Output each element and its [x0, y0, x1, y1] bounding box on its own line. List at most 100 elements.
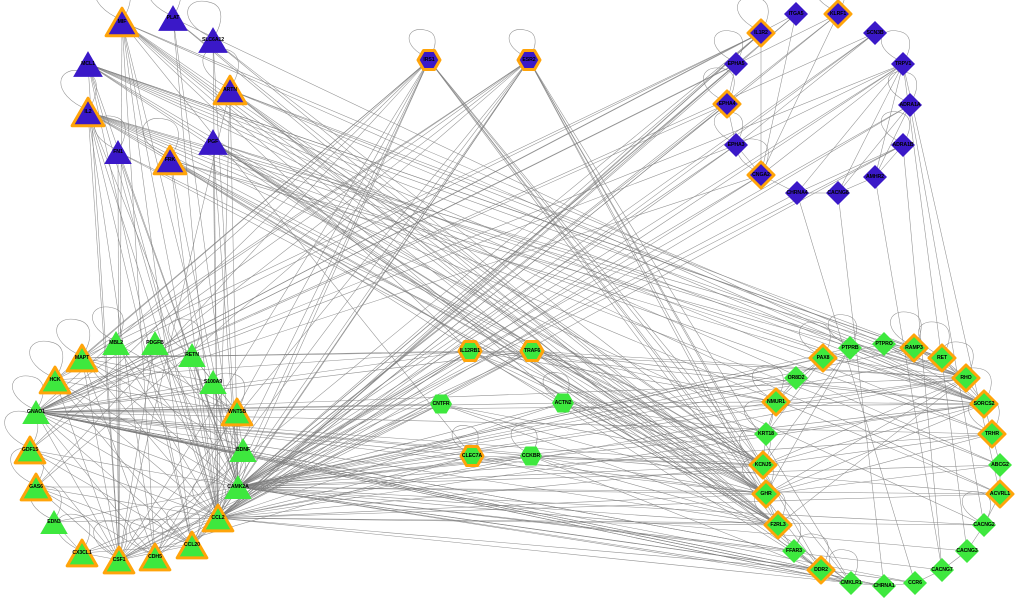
graph-edge [822, 357, 967, 379]
graph-edge [212, 381, 239, 488]
graph-node-clec7a[interactable]: CLEC7A [456, 440, 488, 472]
graph-node-traf6[interactable]: TRAF6 [516, 335, 548, 367]
graph-edge [237, 144, 904, 488]
graph-node-scn3b[interactable]: SCN3B [861, 19, 889, 47]
graph-node-acvrl1[interactable]: ACVRL1 [982, 476, 1018, 512]
graph-edge [217, 377, 967, 519]
graph-edge [237, 377, 967, 488]
graph-node-ccr6[interactable]: CCR6 [901, 569, 929, 597]
graph-node-chrna4[interactable]: CHRNA4 [783, 179, 811, 207]
graph-node-krt18[interactable]: KRT18 [752, 420, 780, 448]
graph-node-slc6a12[interactable]: SLC6A12 [197, 24, 229, 56]
graph-edge [530, 455, 852, 584]
graph-node-adra1a[interactable]: ADRA1A [896, 91, 924, 119]
graph-node-itga5[interactable]: ITGA5 [782, 0, 810, 28]
graph-self-loop [166, 505, 201, 544]
graph-edge [54, 379, 193, 546]
graph-node-fn1[interactable]: FN1 [103, 137, 133, 167]
graph-node-gas6[interactable]: GAS6 [17, 468, 55, 506]
graph-edge [118, 21, 123, 561]
graph-node-trpv1[interactable]: TRPV1 [889, 50, 917, 78]
graph-edge [121, 21, 533, 352]
graph-node-esr2[interactable]: ESR2 [513, 44, 545, 76]
graph-edge [35, 411, 916, 584]
graph-node-abcg2[interactable]: ABCG2 [986, 451, 1014, 479]
graph-node-cacng7[interactable]: CACNG7 [928, 556, 956, 584]
graph-node-cckbr[interactable]: CCKBR [518, 443, 544, 469]
graph-node-camk2a[interactable]: CAMK2A [223, 472, 253, 502]
graph-edge [29, 449, 239, 488]
graph-edge [217, 402, 564, 519]
graph-node-cdh5[interactable]: CDH5 [136, 538, 174, 576]
graph-node-frk[interactable]: FRK [150, 140, 190, 180]
graph-node-cacng8[interactable]: CACNG8 [824, 179, 852, 207]
graph-node-mif[interactable]: MIF [102, 2, 142, 42]
graph-node-adra1b[interactable]: ADRA1B [889, 131, 917, 159]
graph-node-wnt5b[interactable]: WNT5B [218, 393, 256, 431]
graph-edge [229, 89, 779, 526]
graph-node-cmklr1[interactable]: CMKLR1 [837, 569, 865, 597]
graph-node-mcl1[interactable]: MCL1 [72, 48, 104, 80]
graph-edge [35, 63, 904, 413]
graph-node-il1r2[interactable]: IL1R2 [743, 15, 779, 51]
graph-node-ccl20[interactable]: CCL20 [173, 526, 211, 564]
graph-node-edn3[interactable]: EDN3 [39, 507, 69, 537]
graph-node-gdf15[interactable]: GDF15 [11, 431, 49, 469]
graph-node-cacng2[interactable]: CACNG2 [970, 511, 998, 539]
graph-node-trhr[interactable]: TRHR [974, 416, 1010, 452]
graph-edge [765, 464, 1001, 495]
graph-node-epha3[interactable]: EPHA3 [722, 131, 750, 159]
graph-node-ddr2[interactable]: DDR2 [803, 552, 839, 588]
graph-edge [35, 59, 430, 488]
graph-node-plat[interactable]: PLAT [157, 2, 189, 34]
graph-edge [530, 455, 779, 526]
graph-edge [35, 411, 795, 552]
graph-edge [217, 59, 530, 519]
graph-edge [35, 59, 430, 413]
graph-node-hck[interactable]: HCK [36, 361, 74, 399]
graph-edge [81, 517, 219, 554]
graph-node-ptpro[interactable]: PTPRO [870, 330, 898, 358]
graph-edge [87, 63, 1001, 466]
graph-edge [237, 377, 797, 488]
graph-node-nmur1[interactable]: NMUR1 [758, 384, 794, 420]
graph-edge [237, 486, 916, 584]
graph-node-actn2[interactable]: ACTN2 [550, 390, 576, 416]
graph-edge [81, 357, 239, 488]
graph-node-retn[interactable]: RETN [177, 340, 207, 370]
graph-edge [531, 350, 767, 435]
graph-node-irs1[interactable]: IRS1 [413, 44, 445, 76]
graph-node-epha5[interactable]: EPHA5 [722, 50, 750, 78]
graph-edge [121, 21, 985, 405]
graph-node-mbl2[interactable]: MBL2 [101, 328, 131, 358]
graph-edge [237, 350, 471, 488]
graph-node-cntfr[interactable]: CNTFR [428, 391, 454, 417]
graph-node-csf1[interactable]: CSF1 [100, 541, 138, 579]
graph-node-epha4[interactable]: EPHA4 [709, 86, 745, 122]
graph-edge [35, 144, 737, 413]
graph-node-il12rb1[interactable]: IL12RB1 [454, 335, 486, 367]
graph-edge [237, 59, 430, 488]
graph-node-pdgfb[interactable]: PDGFB [140, 328, 170, 358]
graph-node-artn[interactable]: ARTN [210, 70, 250, 110]
graph-node-il2[interactable]: IL2 [68, 92, 108, 132]
graph-node-cx3cl1[interactable]: CX3CL1 [63, 534, 101, 572]
graph-node-bdnf[interactable]: BDNF [228, 435, 258, 465]
graph-node-chrna1[interactable]: CHRNA1 [870, 572, 898, 600]
graph-node-klrf1[interactable]: KLRF1 [820, 0, 856, 32]
graph-node-ptprb[interactable]: PTPRB [836, 334, 864, 362]
graph-node-pgf[interactable]: PGF [197, 126, 229, 158]
graph-edge [217, 32, 762, 519]
graph-edge [87, 111, 239, 488]
graph-edge [237, 32, 876, 488]
graph-edge [212, 141, 764, 466]
graph-node-amhr2[interactable]: AMHR2 [861, 163, 889, 191]
graph-edge [212, 39, 764, 466]
graph-self-loop [881, 30, 910, 63]
graph-edge [796, 63, 904, 194]
graph-node-gnao1[interactable]: GNAO1 [21, 397, 51, 427]
graph-node-cnga2[interactable]: CNGA2 [743, 157, 779, 193]
graph-node-cacng3[interactable]: CACNG3 [953, 537, 981, 565]
